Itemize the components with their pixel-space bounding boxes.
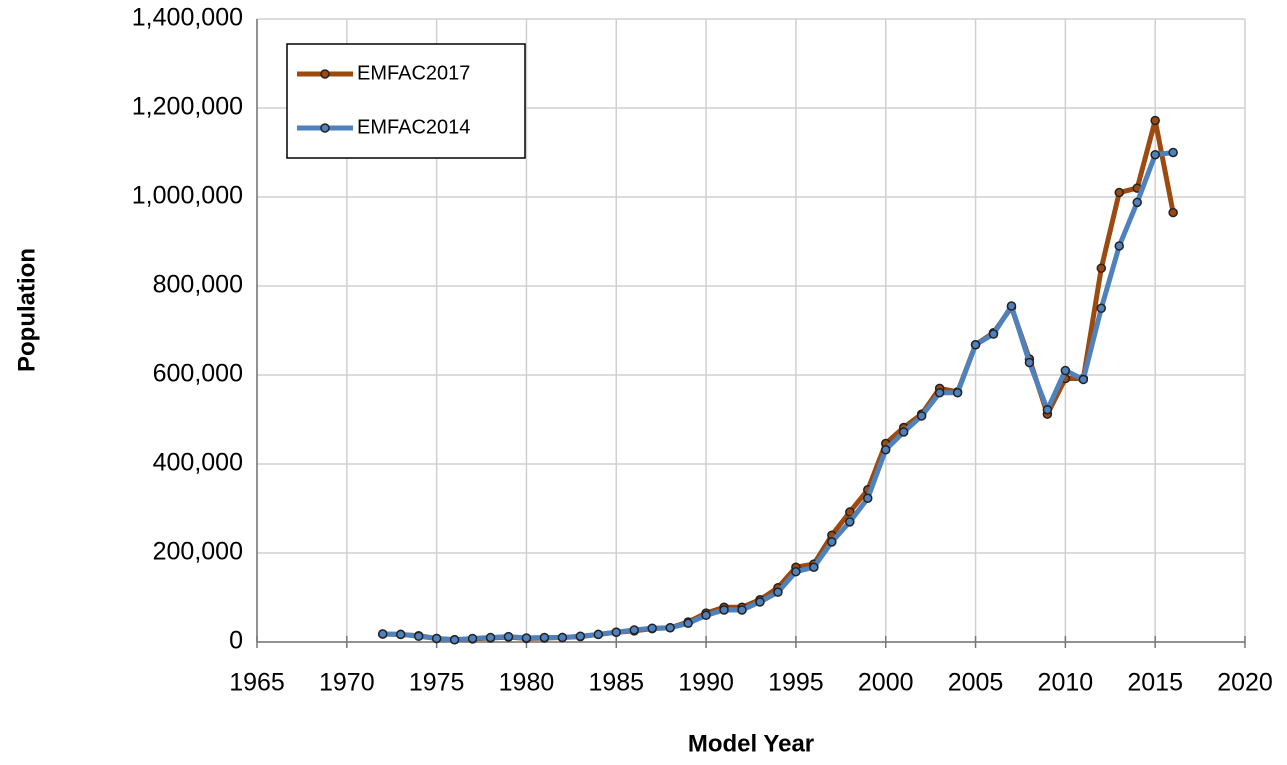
data-point	[1150, 149, 1160, 160]
x-tick-label: 2010	[1038, 669, 1094, 697]
data-point	[845, 517, 855, 527]
series-line	[382, 150, 1174, 643]
x-tick-label: 2015	[1127, 669, 1183, 697]
data-point	[1114, 187, 1125, 198]
data-point	[539, 632, 550, 643]
data-point	[1132, 197, 1142, 208]
x-tick-label: 1990	[678, 669, 734, 697]
y-tick-label: 0	[229, 627, 243, 655]
data-point	[1078, 374, 1089, 385]
y-tick-label: 1,400,000	[132, 4, 243, 32]
data-point	[1114, 241, 1125, 251]
data-point	[934, 388, 945, 398]
x-tick-label: 1985	[588, 669, 644, 697]
x-tick-label: 2020	[1217, 669, 1273, 697]
data-point	[755, 597, 765, 607]
data-point	[377, 629, 388, 639]
data-point	[1042, 404, 1053, 415]
legend-label: EMFAC2014	[357, 116, 470, 138]
data-point	[773, 587, 783, 597]
legend-label: EMFAC2017	[357, 62, 470, 84]
data-point	[1024, 357, 1035, 368]
data-point	[1096, 263, 1107, 273]
data-point	[737, 605, 747, 615]
data-point	[449, 635, 460, 645]
data-point	[863, 493, 873, 504]
data-point	[701, 610, 711, 621]
y-tick-label: 400,000	[153, 449, 243, 477]
data-point	[395, 629, 406, 640]
legend-box	[286, 43, 526, 159]
data-point	[952, 388, 963, 398]
data-point	[719, 605, 729, 615]
x-tick-label: 1970	[319, 669, 375, 697]
data-point	[593, 629, 604, 640]
data-point	[413, 631, 424, 641]
legend-marker	[320, 123, 330, 133]
x-tick-label: 2005	[948, 669, 1004, 697]
x-axis-title: Model Year	[688, 730, 814, 757]
data-point	[647, 623, 657, 633]
data-point	[988, 329, 999, 339]
x-tick-label: 2000	[858, 669, 914, 697]
y-axis-title: Population	[13, 248, 40, 372]
data-point	[845, 507, 855, 517]
data-point	[827, 537, 837, 547]
data-point	[521, 633, 532, 643]
data-point	[1168, 207, 1178, 218]
data-point	[575, 631, 586, 641]
data-point	[880, 445, 891, 455]
x-tick-label: 1975	[409, 669, 465, 697]
data-point	[485, 632, 496, 643]
data-point	[683, 618, 693, 629]
data-point	[467, 633, 478, 644]
y-tick-label: 1,200,000	[132, 93, 243, 121]
data-point	[1150, 115, 1160, 126]
data-point	[629, 625, 639, 635]
data-point	[898, 427, 909, 437]
data-point	[1006, 301, 1017, 311]
data-point	[970, 339, 981, 350]
data-point	[665, 623, 675, 633]
y-tick-label: 1,000,000	[132, 182, 243, 210]
data-point	[1096, 303, 1107, 313]
x-tick-label: 1995	[768, 669, 824, 697]
data-point	[611, 627, 622, 637]
data-point	[809, 562, 819, 572]
legend-marker	[320, 69, 330, 79]
data-point	[431, 633, 442, 644]
data-point	[791, 566, 801, 577]
y-tick-label: 800,000	[153, 271, 243, 299]
series-line	[382, 117, 1176, 643]
data-point	[557, 632, 568, 643]
y-tick-label: 600,000	[153, 360, 243, 388]
data-point	[1060, 365, 1071, 376]
x-tick-label: 1980	[499, 669, 555, 697]
data-point	[1168, 147, 1178, 158]
data-point	[916, 411, 927, 421]
y-tick-label: 200,000	[153, 538, 243, 566]
x-tick-label: 1965	[229, 669, 285, 697]
data-point	[503, 631, 514, 642]
